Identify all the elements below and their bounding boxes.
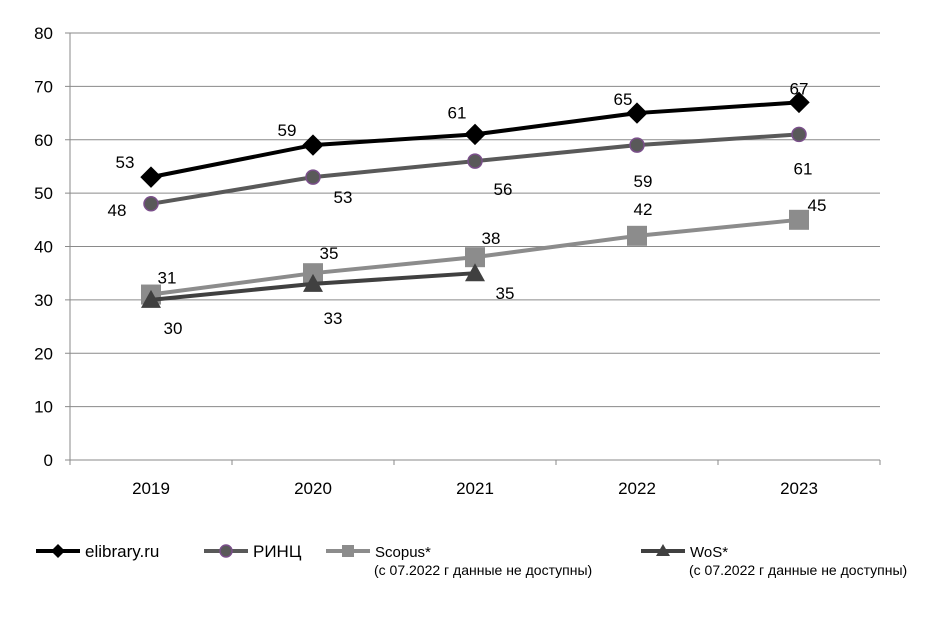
legend-marker-circle xyxy=(219,544,233,558)
legend-label: РИНЦ xyxy=(253,542,302,561)
data-point-circle xyxy=(143,196,159,212)
y-tick-label: 20 xyxy=(34,344,53,363)
data-point-diamond xyxy=(788,91,810,114)
data-label: 53 xyxy=(116,153,135,172)
data-point-square xyxy=(465,247,485,268)
data-label: 31 xyxy=(158,269,177,288)
x-tick-label: 2022 xyxy=(618,479,656,498)
data-label: 61 xyxy=(794,159,813,178)
data-label: 56 xyxy=(494,180,513,199)
y-tick-label: 50 xyxy=(34,184,53,203)
y-tick-label: 60 xyxy=(34,131,53,150)
data-label: 35 xyxy=(320,244,339,263)
legend-note: (с 07.2022 г данные не доступны) xyxy=(689,562,907,578)
data-point-diamond xyxy=(302,134,324,156)
legend-item: Scopus*(с 07.2022 г данные не доступны) xyxy=(326,544,592,578)
legend: elibrary.ru РИНЦ Scopus*(с 07.2022 г данны… xyxy=(36,542,907,578)
data-point-square xyxy=(627,225,647,246)
data-point-circle xyxy=(305,169,321,185)
series xyxy=(140,91,810,308)
data-point-circle xyxy=(629,137,645,153)
y-tick-label: 80 xyxy=(34,24,53,43)
data-point-diamond xyxy=(140,166,162,188)
data-point-circle xyxy=(791,126,807,143)
y-tick-label: 10 xyxy=(34,398,53,417)
data-label: 53 xyxy=(334,188,353,207)
data-point-square xyxy=(303,263,323,284)
y-tick-label: 40 xyxy=(34,238,53,257)
legend-label: elibrary.ru xyxy=(85,542,159,561)
legend-marker-diamond xyxy=(51,544,65,558)
data-point-triangle xyxy=(465,263,485,282)
data-label: 67 xyxy=(790,79,809,98)
data-label: 65 xyxy=(614,90,633,109)
data-label: 35 xyxy=(496,284,515,303)
data-label: 42 xyxy=(634,200,653,219)
y-tick-label: 30 xyxy=(34,291,53,310)
legend-marker-square xyxy=(342,545,354,557)
legend-label: Scopus* xyxy=(375,544,431,561)
x-tick-label: 2019 xyxy=(132,479,170,498)
x-tick-label: 2021 xyxy=(456,479,494,498)
data-label: 59 xyxy=(634,172,653,191)
y-tick-label: 0 xyxy=(44,451,53,470)
x-tick-label: 2023 xyxy=(780,479,818,498)
data-point-diamond xyxy=(626,102,648,124)
data-point-triangle xyxy=(303,273,323,292)
data-point-circle xyxy=(467,153,483,169)
y-tick-label: 70 xyxy=(34,77,53,96)
data-label: 33 xyxy=(324,309,343,328)
legend-note: (с 07.2022 г данные не доступны) xyxy=(374,562,592,578)
legend-item: elibrary.ru xyxy=(36,542,159,561)
data-labels: 53 59 61 65 67 48 53 56 59 61 31 35 38 42 45 30 33 35 xyxy=(108,79,827,337)
data-point-triangle xyxy=(141,289,161,308)
data-label: 48 xyxy=(108,201,127,220)
data-label: 38 xyxy=(482,229,501,248)
legend-item: WoS*(с 07.2022 г данные не доступны) xyxy=(641,544,907,578)
data-label: 45 xyxy=(808,196,827,215)
legend-label: WoS* xyxy=(690,544,728,561)
legend-marker-triangle xyxy=(656,544,670,556)
data-label: 30 xyxy=(164,319,183,338)
x-tick-label: 2020 xyxy=(294,479,332,498)
legend-item: РИНЦ xyxy=(204,542,302,561)
data-label: 59 xyxy=(278,121,297,140)
data-point-square xyxy=(789,209,809,230)
axes: 0 10 20 30 40 50 60 70 80 2019 2020 2021 2022 2023 xyxy=(34,24,881,498)
gridlines xyxy=(70,32,880,461)
data-label: 61 xyxy=(448,103,467,122)
data-point-diamond xyxy=(464,123,486,146)
